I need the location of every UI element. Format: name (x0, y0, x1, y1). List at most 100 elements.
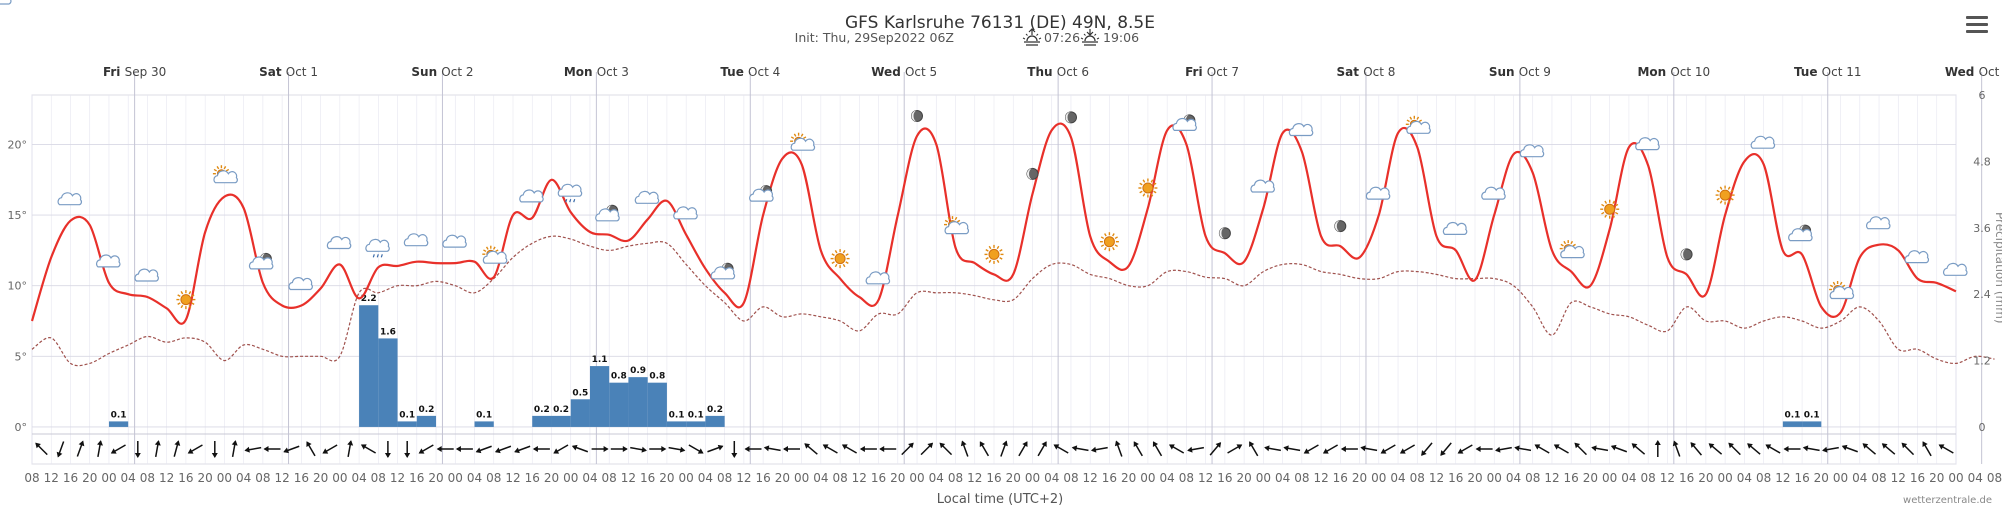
cloud-icon (288, 277, 313, 291)
wind-arrow-head (1708, 443, 1715, 449)
sun-ray (1572, 243, 1576, 247)
sun-ray (1560, 243, 1564, 247)
x-hour-label: 16 (63, 471, 78, 485)
x-hour-label: 00 (217, 471, 232, 485)
cloud-icon (1250, 179, 1275, 193)
wind-arrow-head (1002, 440, 1008, 447)
x-hour-label: 08 (1179, 471, 1194, 485)
sun-ray (1604, 214, 1608, 218)
wind-arrow-head (494, 447, 501, 454)
x-hour-label: 00 (1140, 471, 1155, 485)
x-hour-label: 20 (1698, 471, 1713, 485)
wind-arrow (1322, 444, 1339, 454)
precip-bar (570, 399, 590, 427)
precipitation-bars: 0.12.21.60.10.20.10.2 0.20.51.10.80.90.80… (108, 294, 1822, 427)
cloud-shape (673, 206, 698, 220)
init-info: Init: Thu, 29Sep2022 06Z (795, 30, 954, 45)
wind-arrow-head (1322, 448, 1329, 454)
wind-arrow-head (231, 440, 238, 446)
x-hour-label: 16 (1679, 471, 1694, 485)
precip-label: 0.1 (1784, 410, 1800, 420)
wind-arrow (1018, 441, 1028, 457)
x-hour-label: 04 (1160, 471, 1175, 485)
sun-ray (954, 216, 958, 221)
y-left-tick-label: 0° (15, 421, 28, 434)
day-label-date: Oct 9 (1519, 65, 1551, 79)
wind-arrow (707, 444, 724, 453)
sun-ray (831, 261, 835, 264)
x-hour-label: 20 (313, 471, 328, 485)
wind-arrow (553, 444, 569, 454)
cloud-icon (134, 268, 159, 282)
wind-arrow-head (1340, 446, 1346, 452)
x-hour-label: 12 (390, 471, 405, 485)
cloud-icon (0, 0, 12, 5)
x-hour-label: 04 (929, 471, 944, 485)
cloud-icon (96, 254, 121, 268)
wind-arrow (744, 446, 762, 452)
wind-arrow-head (1747, 443, 1753, 449)
day-label: Thu Oct 6 (1027, 65, 1089, 79)
cloud-icon (1904, 250, 1930, 264)
sun-icon (1099, 232, 1119, 252)
sun-ray (495, 249, 499, 253)
sun-ray (996, 245, 1000, 250)
day-label-date: Oct 3 (597, 65, 629, 79)
sun-ray (800, 133, 804, 137)
wind-arrow-head (404, 453, 411, 458)
wind-arrow-head (1802, 445, 1809, 452)
x-hour-label: 16 (1217, 471, 1232, 485)
wind-arrow (1133, 441, 1143, 457)
sun-disc (1604, 203, 1616, 215)
wind-arrow (1802, 445, 1820, 452)
precip-bar (359, 305, 379, 427)
wind-arrow-head (1053, 444, 1060, 450)
wind-arrow (1574, 442, 1587, 456)
cloud-shape (1250, 179, 1275, 193)
wind-arrow-head (939, 442, 946, 449)
sun-ray (999, 249, 1003, 252)
x-hour-label: 12 (44, 471, 59, 485)
wind-arrow (97, 440, 103, 458)
cloud-icon (1866, 216, 1891, 230)
wind-arrow (1765, 444, 1781, 454)
hamburger-menu-icon[interactable] (1966, 16, 1988, 36)
wind-arrow-head (56, 451, 63, 458)
cloud-moon-icon (248, 252, 274, 270)
day-label-dow: Mon (1637, 65, 1670, 79)
wind-arrow-head (244, 446, 250, 453)
wind-arrow (822, 444, 838, 454)
wind-arrow-head (859, 446, 865, 452)
y-left-tick-label: 20° (8, 138, 28, 151)
wind-arrow (1690, 442, 1703, 456)
precip-label: 0.1 (669, 410, 685, 420)
x-hour-label: 20 (1352, 471, 1367, 485)
moon-light (1065, 111, 1071, 123)
precip-bar (628, 377, 648, 427)
precip-label: 0.1 (476, 410, 492, 420)
wind-arrow-head (1822, 446, 1828, 453)
wind-arrow-head (1862, 443, 1869, 449)
cloud-icon (1481, 186, 1506, 200)
x-hour-label: 12 (1544, 471, 1559, 485)
sun-ray (492, 246, 496, 250)
wind-arrow (231, 440, 238, 458)
sun-ray (834, 263, 838, 268)
x-hour-label: 20 (1236, 471, 1251, 485)
x-hour-label: 12 (1083, 471, 1098, 485)
precip-bar (705, 415, 725, 427)
precip-label: 0.8 (611, 372, 627, 382)
temperature-line (30, 122, 1957, 325)
x-hour-label: 04 (582, 471, 597, 485)
wind-arrow-head (1610, 444, 1617, 451)
wind-arrow-head (1553, 444, 1560, 450)
partly-icon (1559, 240, 1585, 259)
wind-arrow (1862, 443, 1877, 455)
day-label-date: Oct 2 (441, 65, 473, 79)
y-right-axis-title: Precipitation (mm) (1993, 212, 2002, 324)
cloud-icon (634, 190, 660, 204)
sun-ray (225, 168, 230, 172)
cloud-icon (57, 192, 83, 206)
wind-arrow (1457, 444, 1473, 454)
wind-arrow-head (1399, 448, 1406, 454)
